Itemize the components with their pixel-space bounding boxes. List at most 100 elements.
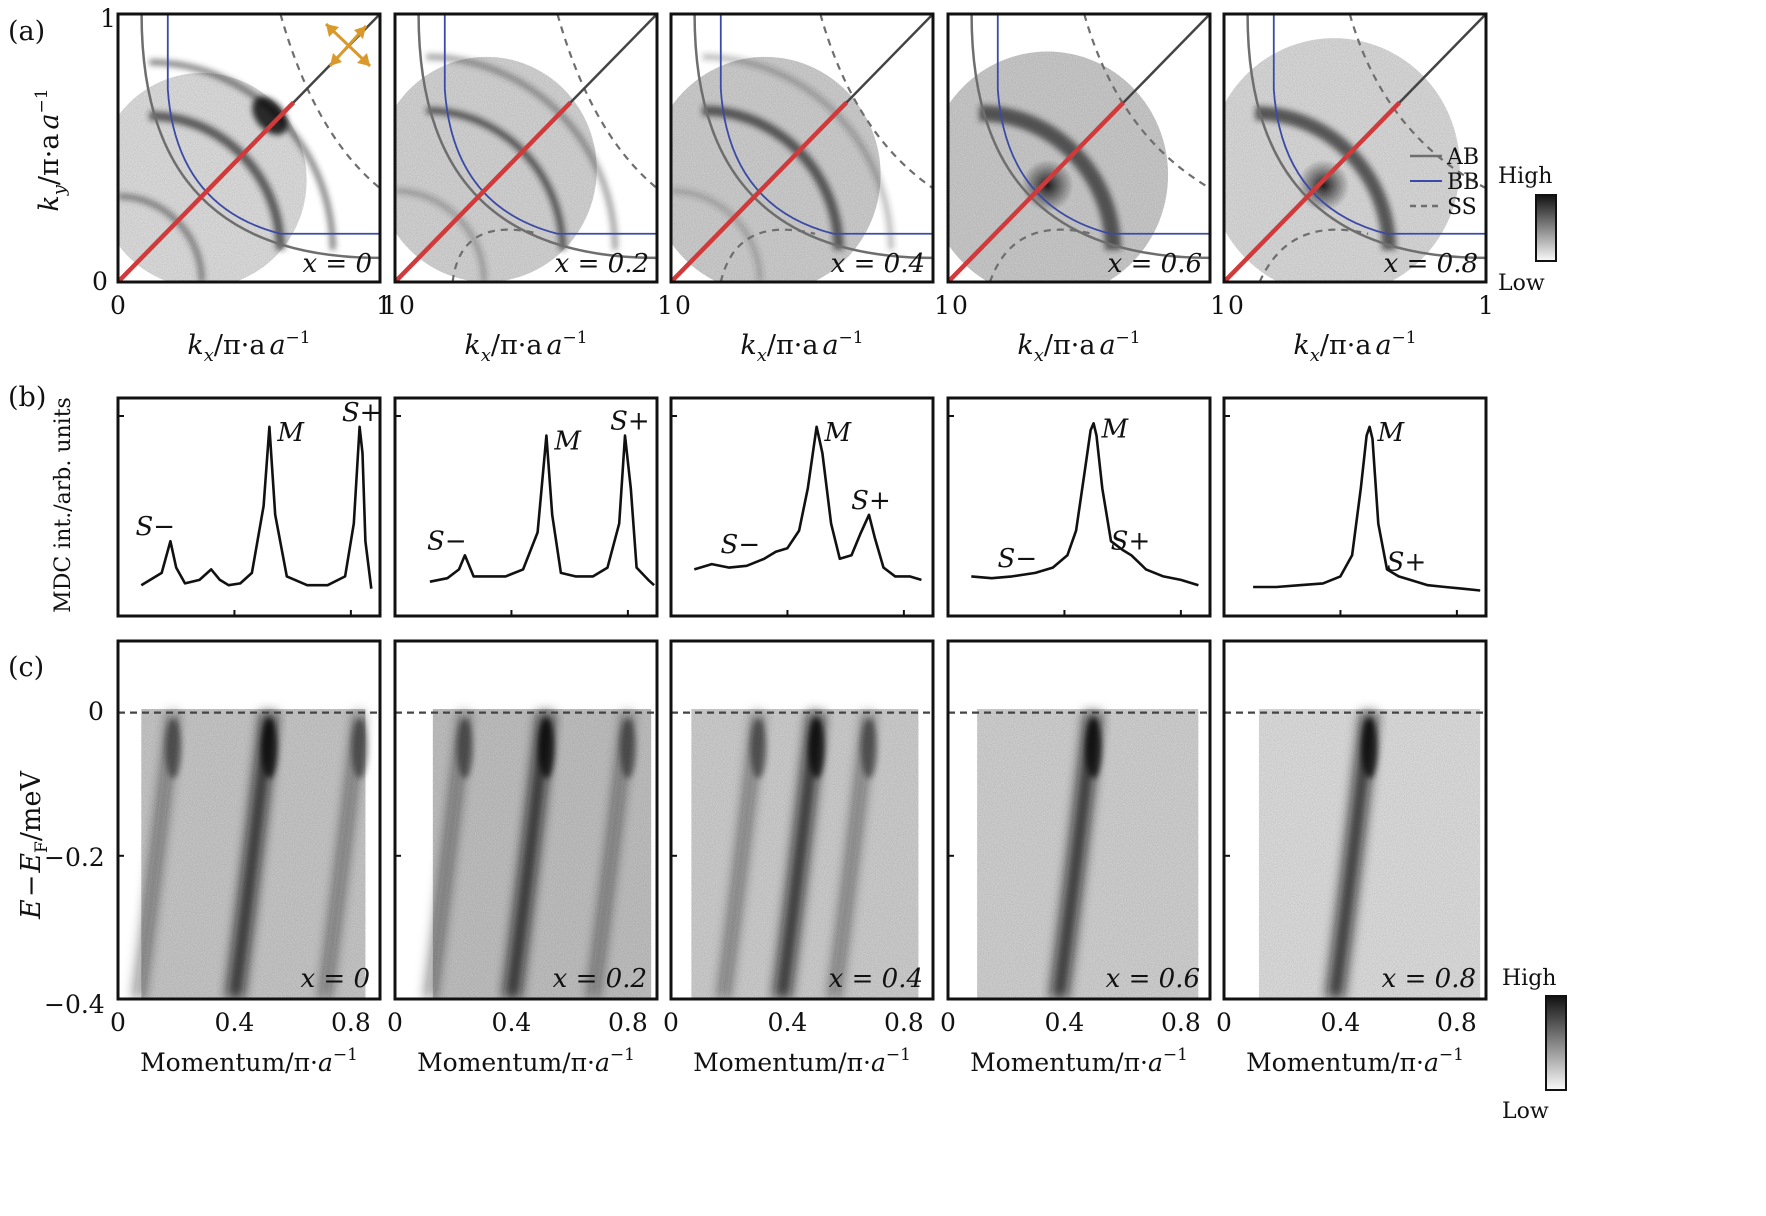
panel-a-xlabel: kx/π·a a−1 [187, 328, 310, 366]
a: a [1148, 1048, 1163, 1077]
legend-ab-label: AB [1446, 145, 1479, 170]
arrow-head-start [326, 24, 339, 37]
nodal-hotspot [1297, 159, 1350, 212]
cbar-a-bar [1535, 194, 1557, 262]
a: a [822, 330, 838, 361]
band-near-EF [538, 718, 555, 779]
panel-c-ytick-0: 0 [88, 697, 104, 726]
momentum-cut-line [948, 100, 1126, 282]
x-sub: x [757, 345, 767, 366]
panel-a-xtick: 1 [376, 291, 392, 320]
ab-contour [140, 14, 380, 260]
panel-a-row: x = 00 1kx/π·a a−1x = 0.21 0kx/π·a a−1x = 0.… [110, 12, 1494, 366]
nodal-hotspot [1021, 159, 1074, 212]
panel-a-xtick: 0 [675, 291, 691, 320]
mdc-curve [971, 422, 1199, 587]
panel-b-frame [1222, 396, 1488, 618]
svg-text:ky/π·aa−1: ky/π·aa−1 [32, 88, 70, 211]
k: k [187, 330, 203, 361]
panel-b-frame [946, 396, 1212, 618]
x-sub: x [1310, 345, 1320, 366]
panel-a-xtick: 1 [657, 291, 673, 320]
cbar-c-high: High [1502, 966, 1556, 991]
panel-a-xtick: 1 [1478, 291, 1494, 320]
panel-a-xtick: 0 [399, 291, 415, 320]
peak-label: S+ [1111, 526, 1151, 556]
momentum-cut-line [671, 100, 849, 282]
panel-b-subplot-1: S− M S+ [393, 396, 659, 618]
panel-c-xlabel: Momentum/π·a−1 [417, 1045, 635, 1077]
arrow-head-4 [354, 26, 366, 39]
panel-c-xtick: 0.8 [331, 1008, 371, 1037]
panel-label-c: (c) [8, 652, 44, 683]
panel-c-ytick-m04: −0.4 [44, 990, 105, 1019]
panel-a-doping-label-4: x = 0.8 [1384, 249, 1478, 279]
panel-b-subplot-0: S− M S+ [116, 396, 382, 618]
k: k [740, 330, 756, 361]
panel-b-subplot-2: S− M S+ [669, 396, 935, 618]
panel-c-subplot-2: x = 0.4 0 0.4 0.8 Momentum/π·a−1 [663, 639, 935, 1077]
panel-a-colorbar: High Low [1498, 164, 1557, 296]
bb-contour [1272, 14, 1486, 235]
panel-c-xtick: 0.4 [1045, 1008, 1085, 1037]
peak-label: M [824, 418, 853, 448]
panel-a-xtick: 1 [1210, 291, 1226, 320]
mdc-curve [140, 425, 373, 589]
band-near-EF [619, 718, 636, 779]
panel-a-frame [116, 12, 382, 284]
band-near-EF [165, 718, 182, 779]
x-sub: x [1034, 345, 1044, 366]
peak-label: S+ [851, 486, 891, 516]
unit: /π·a [1320, 330, 1372, 361]
peak-label: S− [136, 512, 176, 542]
panel-a-xlabel: kx/π·a a−1 [1017, 328, 1140, 366]
a: a [269, 330, 285, 361]
peak-label: S+ [342, 398, 382, 428]
ss-contour-inner [719, 228, 816, 282]
panel-c-plot-area-0 [118, 709, 380, 999]
peak-label: S− [427, 526, 467, 556]
panel-c-ylabel: E−EF/meV [16, 770, 52, 920]
inv: −1 [286, 328, 311, 348]
band-near-EF [456, 718, 473, 779]
momentum-cut-line [395, 100, 573, 282]
legend-ss-label: SS [1447, 195, 1477, 220]
panel-c-plot-area-2 [671, 709, 933, 999]
panel-a-subplot-3: x = 0.6 1 0 kx/π·a a−1 [934, 12, 1212, 366]
panel-a-ytick-1: 1 [100, 4, 116, 33]
polarization-arrow [324, 22, 372, 68]
unit: /π·a [767, 330, 819, 361]
panel-a-xtick: 0 [952, 291, 968, 320]
panel-c-xlabel: Momentum/π·a−1 [970, 1045, 1188, 1077]
panel-a-plot-area-4 [1224, 14, 1486, 282]
panel-c-xtick: 0.4 [215, 1008, 255, 1037]
inv: −1 [839, 328, 864, 348]
peak-label: M [276, 418, 305, 448]
ss-contour-inner [1258, 228, 1369, 282]
k: k [1293, 330, 1309, 361]
momentum: Momentum/π· [693, 1048, 871, 1077]
ab-contour [693, 14, 933, 260]
panel-a-plot-area-1 [395, 14, 657, 282]
band-near-EF [808, 718, 825, 779]
panel-c-frame [946, 639, 1212, 1001]
panel-c-frame [116, 639, 382, 1001]
k: k [1017, 330, 1033, 361]
panel-a-xlabel: kx/π·a a−1 [1293, 328, 1416, 366]
ab-contour [1246, 14, 1486, 260]
panel-c-plot-area-1 [395, 709, 657, 999]
hotspot [252, 96, 288, 135]
panel-a-ylabel: ky/π·aa−1 [32, 88, 70, 211]
a: a [1099, 330, 1115, 361]
panel-c-xtick: 0.8 [1161, 1008, 1201, 1037]
a: a [318, 1048, 333, 1077]
band-near-EF [1085, 718, 1102, 779]
panel-c-subplot-4: x = 0.8 0 0.4 0.8 Momentum/π·a−1 [1216, 639, 1488, 1077]
panel-label-b: (b) [8, 382, 46, 413]
bb-contour [443, 14, 657, 235]
panel-b-subplot-4: M S+ [1222, 396, 1488, 618]
panel-a-xlabel: kx/π·a a−1 [464, 328, 587, 366]
panel-a-frame [669, 12, 935, 284]
ss-contour-outer [279, 14, 380, 190]
